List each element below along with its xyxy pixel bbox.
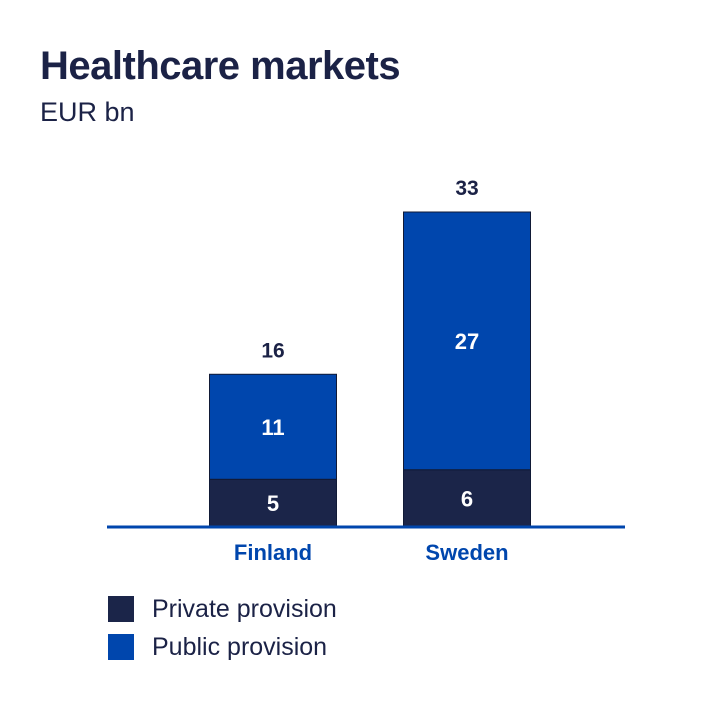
legend-swatch-public bbox=[108, 634, 134, 660]
total-label-sweden: 33 bbox=[455, 177, 478, 200]
legend-item-private: Private provision bbox=[108, 596, 337, 622]
data-label-sweden-private: 6 bbox=[461, 486, 473, 511]
data-label-finland-private: 5 bbox=[267, 491, 279, 516]
legend-label-public: Public provision bbox=[152, 632, 328, 661]
legend-swatch-private bbox=[108, 596, 134, 622]
bar-finland-public bbox=[209, 373, 337, 480]
stacked-bar-chart: 5 11 16 Finland 6 27 33 Sweden bbox=[107, 177, 625, 565]
chart-title: Healthcare markets bbox=[40, 44, 401, 88]
data-label-finland-public: 11 bbox=[261, 415, 284, 440]
legend-label-private: Private provision bbox=[152, 594, 337, 623]
chart-subtitle: EUR bn bbox=[40, 97, 135, 127]
data-label-sweden-public: 27 bbox=[455, 329, 479, 354]
legend-item-public: Public provision bbox=[108, 634, 337, 660]
category-label-sweden: Sweden bbox=[425, 540, 508, 565]
chart-legend: Private provision Public provision bbox=[108, 596, 337, 672]
category-label-finland: Finland bbox=[234, 540, 312, 565]
bar-sweden-public bbox=[403, 211, 531, 471]
bar-sweden-private bbox=[403, 469, 531, 528]
total-label-finland: 16 bbox=[261, 339, 284, 362]
